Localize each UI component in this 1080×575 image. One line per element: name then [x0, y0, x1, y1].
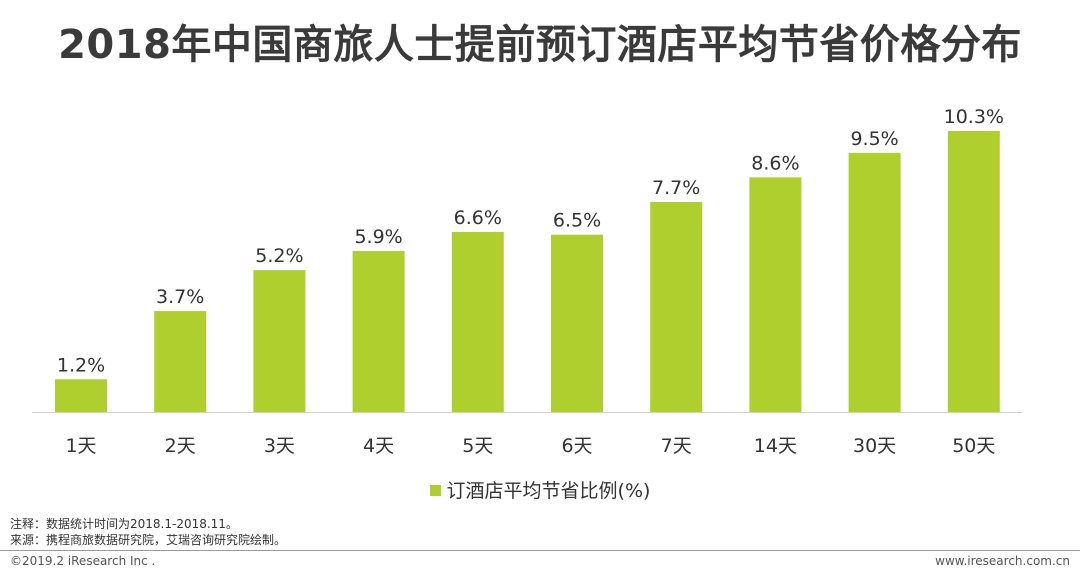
legend-swatch	[429, 485, 441, 496]
bar	[451, 231, 504, 412]
bar	[253, 270, 306, 412]
bar	[848, 152, 901, 412]
legend-label: 订酒店平均节省比例(%)	[446, 480, 651, 502]
x-tick-label: 3天	[264, 435, 295, 457]
bar-chart: 1.2% 1天 3.7% 2天 5.2% 3天 5.9% 4天 6.6% 5天 6.5% 6天 7.7%…	[32, 106, 1022, 457]
x-tick-label: 2天	[165, 435, 196, 457]
bar	[55, 379, 107, 412]
x-tick-label: 4天	[363, 435, 394, 457]
website-link[interactable]: www.iresearch.com.cn	[935, 554, 1070, 568]
x-tick-label: 30天	[853, 435, 896, 457]
bar	[947, 131, 1000, 412]
data-label: 3.7%	[156, 286, 204, 308]
x-tick-label: 6天	[561, 435, 592, 457]
data-label: 6.6%	[454, 207, 502, 229]
data-label: 6.5%	[553, 210, 601, 232]
bar	[352, 251, 405, 412]
x-tick-label: 14天	[754, 435, 797, 457]
data-label: 1.2%	[57, 354, 105, 376]
footer-divider	[0, 550, 1080, 551]
bar	[650, 201, 703, 412]
x-tick-label: 1天	[65, 435, 96, 457]
bar	[154, 311, 207, 412]
data-label: 9.5%	[850, 128, 898, 150]
chart-title: 2018年中国商旅人士提前预订酒店平均节省价格分布	[58, 22, 1022, 68]
data-label: 5.2%	[255, 245, 303, 267]
copyright-text: ©2019.2 iResearch Inc .	[10, 554, 156, 568]
x-tick-label: 50天	[952, 435, 995, 457]
data-label: 8.6%	[751, 152, 799, 174]
source-text: 来源：携程商旅数据研究院，艾瑞咨询研究院绘制。	[10, 533, 287, 547]
data-label: 5.9%	[354, 226, 402, 248]
data-label: 7.7%	[652, 177, 700, 199]
legend: 订酒店平均节省比例(%)	[0, 476, 1080, 503]
x-tick-label: 5天	[462, 435, 493, 457]
bar	[749, 177, 802, 412]
bar	[551, 234, 603, 412]
note-text: 注释：数据统计时间为2018.1-2018.11。	[10, 517, 238, 531]
x-tick-label: 7天	[661, 435, 692, 457]
data-label: 10.3%	[944, 106, 1004, 128]
